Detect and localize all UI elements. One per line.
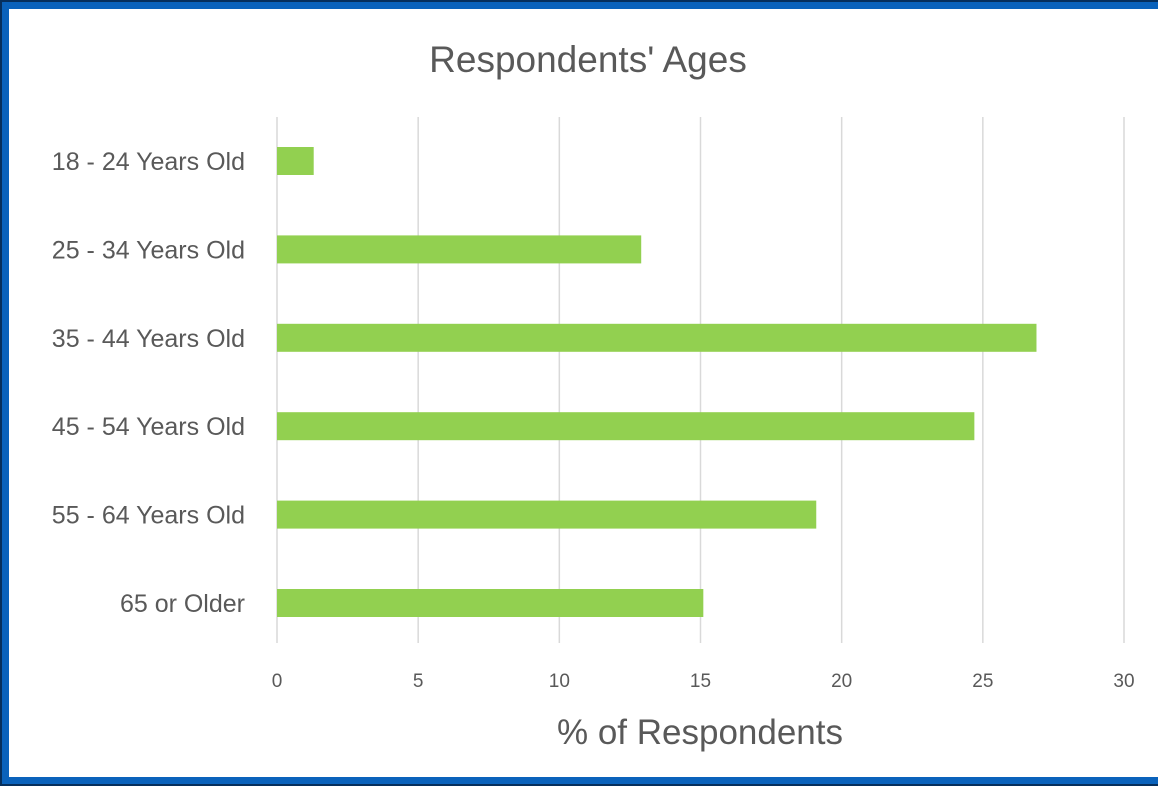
x-tick-label: 30 bbox=[1113, 671, 1134, 692]
x-tick-label: 20 bbox=[831, 671, 852, 692]
bar bbox=[277, 589, 704, 617]
bar bbox=[277, 323, 1037, 352]
bar bbox=[277, 235, 642, 264]
bar bbox=[277, 147, 314, 175]
bar bbox=[277, 412, 975, 441]
category-label: 45 - 54 Years Old bbox=[52, 413, 245, 441]
category-labels: 18 - 24 Years Old 25 - 34 Years Old 35 - 4… bbox=[52, 148, 245, 618]
x-axis-title: % of Respondents bbox=[557, 713, 843, 752]
x-tick-label: 0 bbox=[272, 671, 283, 692]
x-tick-label: 10 bbox=[549, 671, 570, 692]
x-tick-labels: 0 5 10 15 20 25 30 bbox=[272, 671, 1135, 692]
category-label: 18 - 24 Years Old bbox=[52, 148, 245, 176]
category-label: 35 - 44 Years Old bbox=[52, 325, 245, 353]
x-tick-label: 25 bbox=[972, 671, 993, 692]
bars bbox=[277, 147, 1037, 617]
category-label: 65 or Older bbox=[120, 590, 245, 618]
category-label: 55 - 64 Years Old bbox=[52, 502, 245, 530]
x-tick-label: 5 bbox=[413, 671, 424, 692]
category-label: 25 - 34 Years Old bbox=[52, 236, 245, 264]
x-tick-label: 15 bbox=[690, 671, 711, 692]
gridlines bbox=[276, 117, 1125, 643]
chart-title: Respondents' Ages bbox=[429, 39, 747, 80]
bar bbox=[277, 500, 817, 529]
